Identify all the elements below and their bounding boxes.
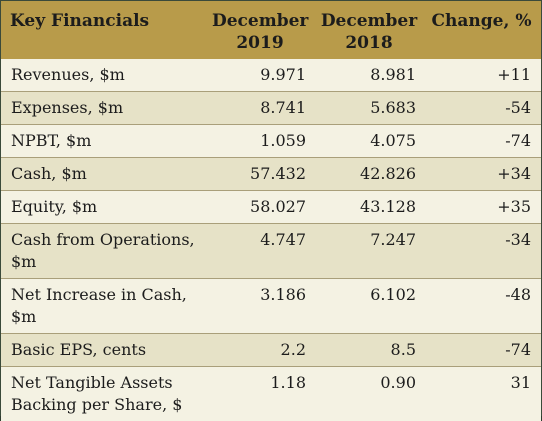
row-label: Equity, $m [1, 191, 206, 224]
table-row: Equity, $m 58.027 43.128 +35 [1, 191, 541, 224]
header-december-2018: December 2018 [314, 1, 424, 59]
table-row: Cash from Operations, $m 4.747 7.247 -34 [1, 224, 541, 279]
table-row: Expenses, $m 8.741 5.683 -54 [1, 92, 541, 125]
value-2019: 2.2 [206, 334, 314, 367]
row-label: Net Increase in Cash, $m [1, 279, 206, 334]
value-2018: 43.128 [314, 191, 424, 224]
value-change: +11 [424, 59, 541, 92]
value-2018: 8.5 [314, 334, 424, 367]
value-2019: 1.18 [206, 367, 314, 421]
table-row: Revenues, $m 9.971 8.981 +11 [1, 59, 541, 92]
value-2019: 58.027 [206, 191, 314, 224]
value-2019: 4.747 [206, 224, 314, 279]
value-2019: 3.186 [206, 279, 314, 334]
value-2019: 8.741 [206, 92, 314, 125]
value-2018: 4.075 [314, 125, 424, 158]
value-2018: 6.102 [314, 279, 424, 334]
value-2018: 5.683 [314, 92, 424, 125]
table-header-row: Key Financials December 2019 December 20… [1, 1, 541, 59]
value-2018: 42.826 [314, 158, 424, 191]
value-2018: 7.247 [314, 224, 424, 279]
value-change: -34 [424, 224, 541, 279]
value-change: -74 [424, 125, 541, 158]
value-2019: 9.971 [206, 59, 314, 92]
header-december-2019-line2: 2019 [212, 32, 308, 54]
row-label: Cash from Operations, $m [1, 224, 206, 279]
table-row: Cash, $m 57.432 42.826 +34 [1, 158, 541, 191]
row-label: Cash, $m [1, 158, 206, 191]
value-change: -54 [424, 92, 541, 125]
header-december-2018-line1: December [320, 10, 418, 32]
table-row: Net Tangible Assets Backing per Share, $… [1, 367, 541, 421]
header-key-financials: Key Financials [1, 1, 206, 59]
header-change-percent: Change, % [424, 1, 541, 59]
header-december-2018-line2: 2018 [320, 32, 418, 54]
value-change: 31 [424, 367, 541, 421]
row-label: Basic EPS, cents [1, 334, 206, 367]
value-2018: 8.981 [314, 59, 424, 92]
row-label: Net Tangible Assets Backing per Share, $ [1, 367, 206, 421]
header-december-2019-line1: December [212, 10, 308, 32]
value-2019: 57.432 [206, 158, 314, 191]
value-change: -74 [424, 334, 541, 367]
header-december-2019: December 2019 [206, 1, 314, 59]
value-change: +35 [424, 191, 541, 224]
row-label: NPBT, $m [1, 125, 206, 158]
row-label: Revenues, $m [1, 59, 206, 92]
table-row: Basic EPS, cents 2.2 8.5 -74 [1, 334, 541, 367]
value-2019: 1.059 [206, 125, 314, 158]
value-change: +34 [424, 158, 541, 191]
row-label: Expenses, $m [1, 92, 206, 125]
table-row: NPBT, $m 1.059 4.075 -74 [1, 125, 541, 158]
table-row: Net Increase in Cash, $m 3.186 6.102 -48 [1, 279, 541, 334]
value-2018: 0.90 [314, 367, 424, 421]
value-change: -48 [424, 279, 541, 334]
